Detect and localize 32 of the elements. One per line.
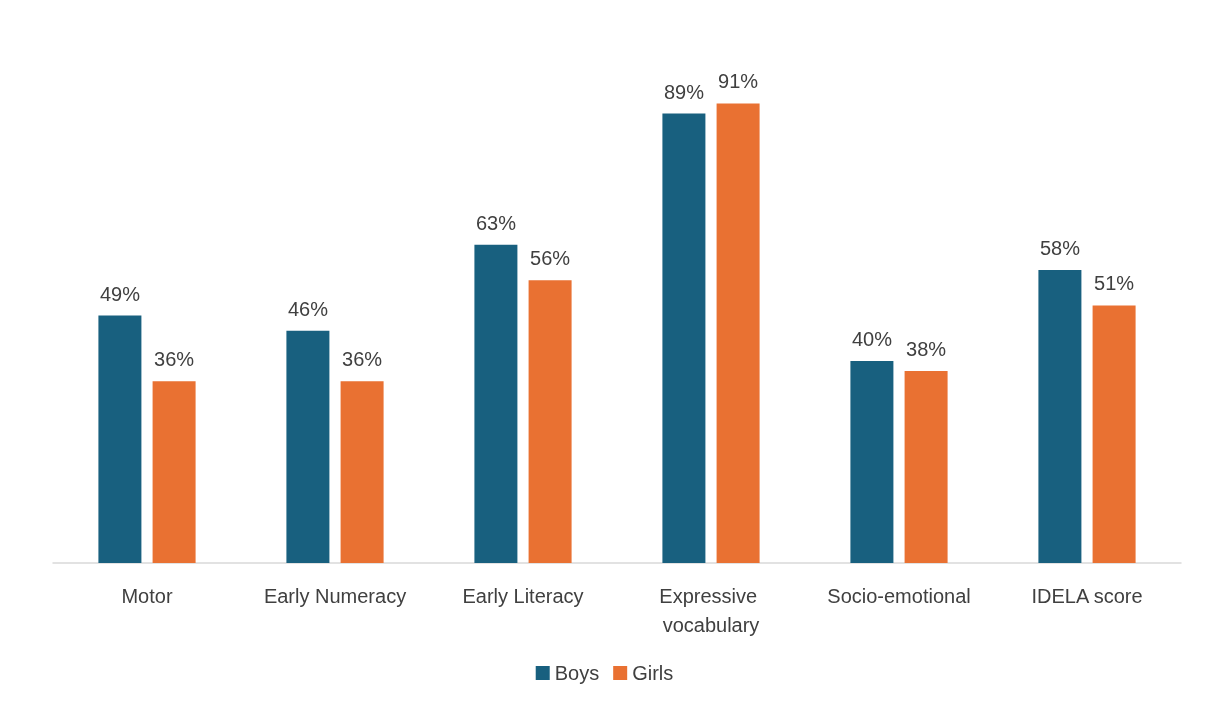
x-tick-label: IDELA score [1031, 584, 1143, 607]
bar [152, 381, 196, 563]
data-label: 89% [663, 80, 705, 103]
x-tick-label: Motor [121, 584, 173, 607]
legend-label: Boys [554, 662, 600, 684]
bar [1092, 305, 1136, 563]
data-label: 63% [475, 211, 517, 234]
data-label: 36% [342, 348, 383, 371]
data-label: 38% [906, 338, 947, 361]
x-tick-label: Socio-emotional [827, 584, 971, 607]
data-label: 40% [851, 328, 893, 350]
bar [850, 361, 894, 563]
x-tick-label: Early Literacy [462, 584, 584, 607]
bar [662, 113, 706, 563]
bar [340, 381, 384, 563]
bar [716, 103, 760, 563]
data-label: 56% [530, 247, 571, 270]
legend-label: Girls [632, 662, 674, 684]
data-label: 49% [99, 282, 141, 305]
bar [904, 371, 948, 563]
data-label: 91% [718, 70, 759, 93]
bar [528, 280, 572, 563]
bar [98, 315, 142, 563]
data-label: 46% [287, 297, 329, 320]
x-tick-label: Expressive vocabulary [659, 584, 763, 636]
x-tick-label: Early Numeracy [263, 584, 407, 607]
bar [1038, 270, 1082, 563]
data-label: 36% [154, 348, 195, 371]
data-label: 51% [1094, 272, 1135, 295]
data-label: 58% [1039, 237, 1081, 260]
bar [474, 244, 518, 563]
bar [286, 330, 330, 563]
